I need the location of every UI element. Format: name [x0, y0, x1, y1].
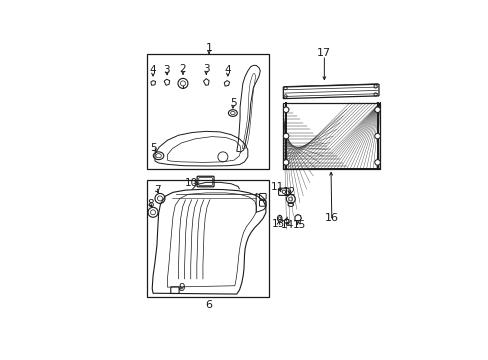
Text: 8: 8 — [147, 199, 153, 209]
Text: 3: 3 — [163, 64, 170, 75]
Bar — [146, 180, 268, 297]
Circle shape — [283, 133, 288, 139]
Bar — [283, 103, 380, 169]
Text: 4: 4 — [149, 64, 156, 75]
Text: 2: 2 — [179, 64, 186, 74]
Text: 15: 15 — [292, 220, 305, 230]
Text: 5: 5 — [230, 98, 237, 108]
Text: 14: 14 — [280, 220, 293, 230]
Circle shape — [374, 133, 380, 139]
Bar — [146, 54, 268, 169]
Text: 5: 5 — [149, 143, 156, 153]
Text: 7: 7 — [154, 185, 160, 195]
Circle shape — [283, 159, 288, 165]
Text: 11: 11 — [271, 183, 284, 192]
Text: 3: 3 — [203, 64, 209, 74]
Text: 13: 13 — [271, 219, 285, 229]
Text: 16: 16 — [324, 213, 338, 224]
Text: 1: 1 — [205, 43, 212, 53]
Text: 10: 10 — [184, 177, 198, 188]
Circle shape — [374, 107, 380, 112]
Text: 12: 12 — [283, 186, 296, 197]
Text: 6: 6 — [205, 300, 212, 310]
Circle shape — [283, 107, 288, 112]
Circle shape — [374, 159, 380, 165]
Text: 17: 17 — [317, 48, 331, 58]
Text: 9: 9 — [179, 283, 185, 293]
Text: 4: 4 — [224, 64, 231, 75]
